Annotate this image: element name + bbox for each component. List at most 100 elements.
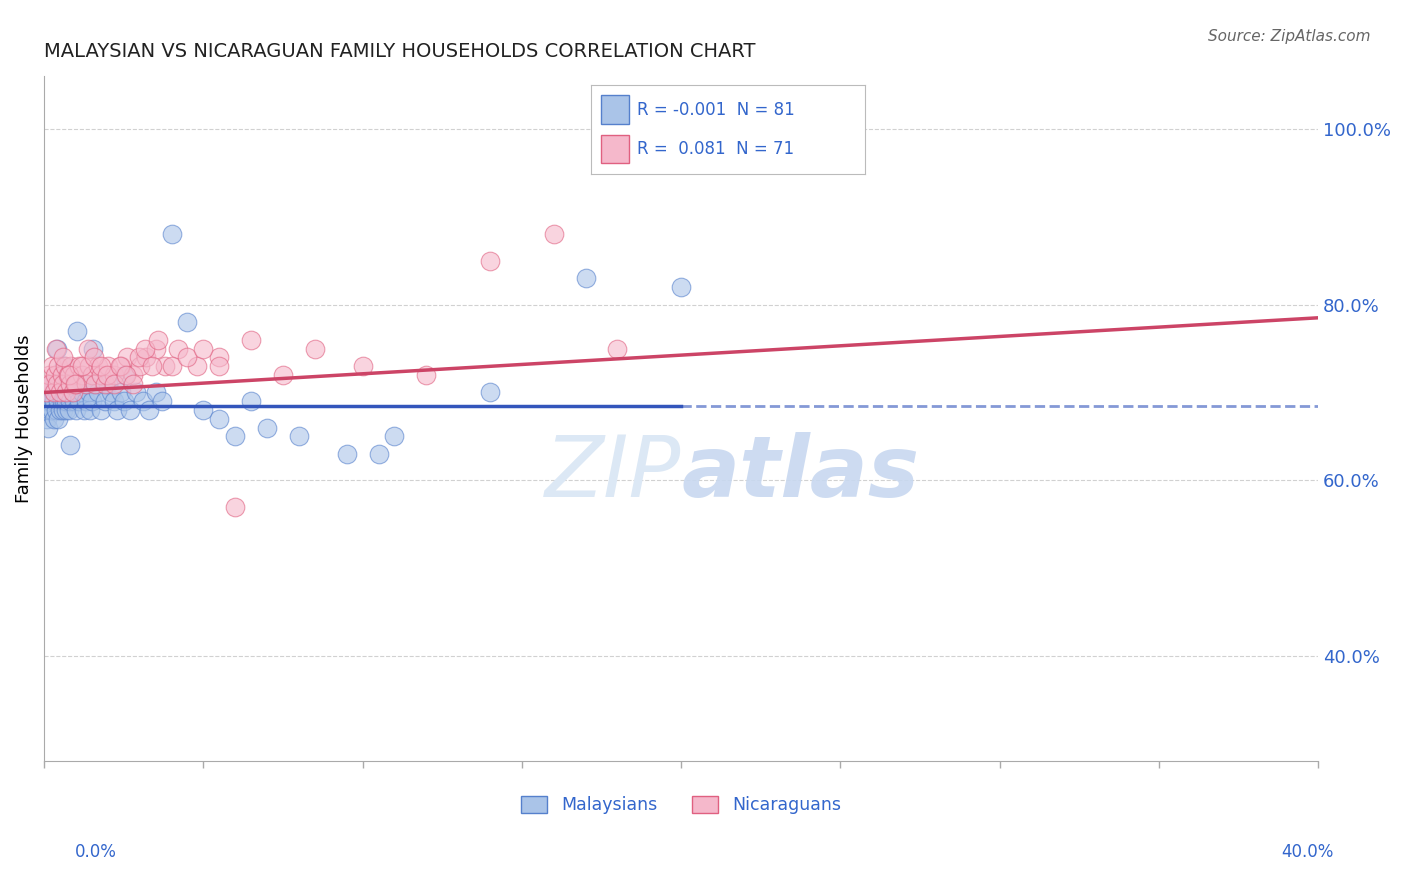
Point [103,376,125,391]
Point [51,394,73,409]
Point [35,412,58,426]
Point [160,227,183,242]
Point [45,385,67,400]
Point [367,447,389,461]
Point [167,342,190,356]
Point [77,385,100,400]
Point [53,359,76,373]
Point [72,368,94,382]
Point [134,342,156,356]
Point [82,342,104,356]
Point [132,394,155,409]
Point [56,385,79,400]
Point [55,385,77,400]
Point [49,403,72,417]
Point [103,368,125,382]
Text: R = -0.001  N = 81: R = -0.001 N = 81 [637,101,794,119]
Point [543,227,565,242]
Point [60,376,83,391]
Point [55,394,77,409]
Point [45,376,67,391]
Point [114,368,136,382]
Point [141,359,163,373]
Point [52,351,75,365]
Point [352,359,374,373]
Point [256,420,278,434]
Point [160,359,183,373]
Point [65,376,87,391]
Point [53,385,76,400]
Point [110,359,132,373]
Point [65,376,87,391]
Point [240,394,263,409]
Point [52,359,75,373]
Point [63,368,86,382]
Point [224,500,246,514]
Point [224,429,246,443]
Point [70,359,93,373]
Point [59,438,82,452]
Point [121,376,143,391]
Text: Source: ZipAtlas.com: Source: ZipAtlas.com [1208,29,1371,44]
Point [110,385,132,400]
Point [93,394,115,409]
Point [35,403,58,417]
Point [56,376,79,391]
Point [65,403,87,417]
Point [606,342,628,356]
Point [41,359,63,373]
Point [35,385,58,400]
Point [384,429,406,443]
Point [176,351,198,365]
Point [37,420,59,434]
Point [288,429,311,443]
Text: MALAYSIAN VS NICARAGUAN FAMILY HOUSEHOLDS CORRELATION CHART: MALAYSIAN VS NICARAGUAN FAMILY HOUSEHOLD… [44,42,755,61]
Point [65,324,87,338]
Point [58,368,80,382]
Point [135,351,157,365]
Point [128,359,150,373]
Point [77,342,100,356]
Point [83,351,105,365]
Point [58,403,80,417]
Point [153,359,176,373]
Point [45,342,67,356]
Point [97,376,120,391]
Point [42,385,65,400]
Point [37,394,59,409]
Point [67,394,90,409]
Point [46,342,69,356]
Point [62,385,84,400]
Point [193,403,215,417]
Point [176,315,198,329]
Point [84,376,107,391]
Point [42,412,65,426]
Point [96,368,118,382]
Point [108,359,131,373]
Point [62,385,84,400]
Text: R =  0.081  N = 71: R = 0.081 N = 71 [637,140,794,158]
Point [193,342,215,356]
Point [84,376,107,391]
Text: ZIP: ZIP [546,432,681,516]
Point [63,394,86,409]
Point [53,394,76,409]
Point [186,359,208,373]
Point [105,403,128,417]
Point [208,351,231,365]
Point [115,351,138,365]
Y-axis label: Family Households: Family Households [15,334,32,503]
Point [49,385,72,400]
Point [58,394,80,409]
Point [145,385,167,400]
Point [60,359,83,373]
Point [48,376,70,391]
Point [208,359,231,373]
Point [80,368,103,382]
Point [128,351,150,365]
Text: 0.0%: 0.0% [75,843,117,861]
Point [125,385,148,400]
Point [66,385,89,400]
Point [479,253,502,268]
Point [38,385,60,400]
